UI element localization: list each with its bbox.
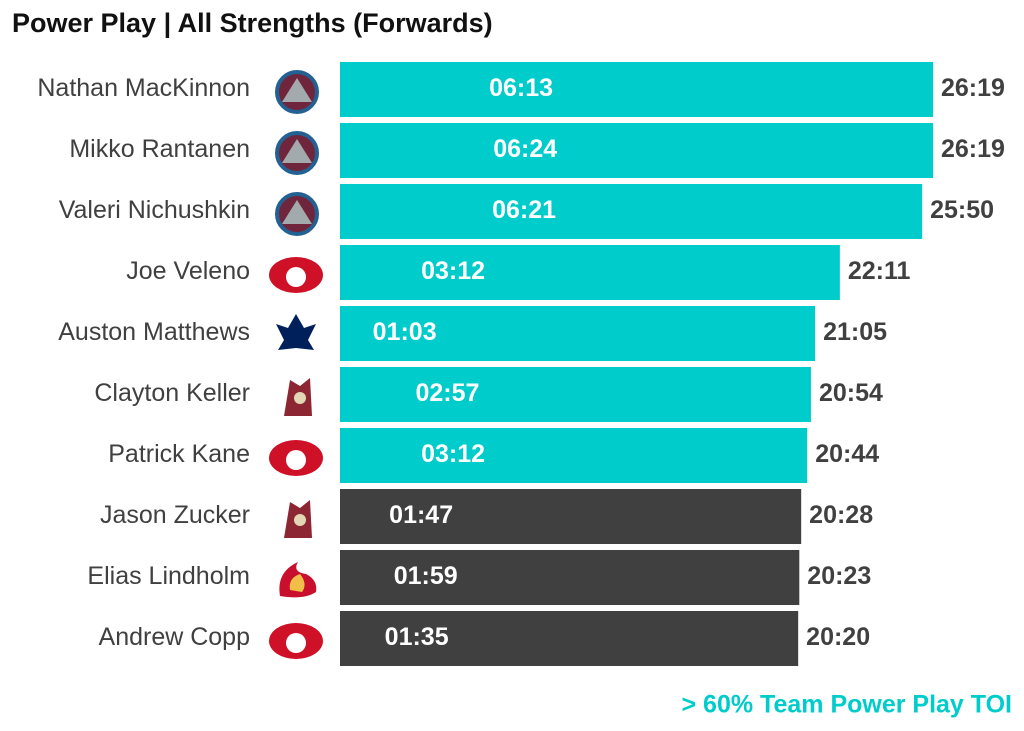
logo-red-wings xyxy=(269,440,323,476)
inner-value-label: 06:24 xyxy=(493,135,557,163)
annotation: > 60% Team Power Play TOI xyxy=(682,691,1012,719)
category-label: Auston Matthews xyxy=(58,318,250,346)
bar xyxy=(340,428,808,483)
category-label: Mikko Rantanen xyxy=(69,135,250,163)
category-label: Joe Veleno xyxy=(126,257,250,285)
logo-red-wings xyxy=(269,257,323,293)
bar xyxy=(340,123,933,178)
value-label: 21:05 xyxy=(823,318,887,346)
logo-red-wings xyxy=(269,623,323,659)
inner-value-label: 01:03 xyxy=(373,318,437,346)
category-label: Jason Zucker xyxy=(100,501,250,529)
bar xyxy=(340,550,800,605)
value-label: 20:54 xyxy=(819,379,883,407)
value-label: 22:11 xyxy=(848,257,911,285)
value-label: 20:44 xyxy=(815,440,879,468)
value-label: 20:20 xyxy=(806,623,870,651)
inner-value-label: 03:12 xyxy=(421,440,485,468)
category-label: Patrick Kane xyxy=(108,440,250,468)
inner-value-label: 02:57 xyxy=(415,379,479,407)
logo-avalanche xyxy=(275,192,319,236)
category-label: Elias Lindholm xyxy=(87,562,250,590)
logo-maple-leafs xyxy=(276,314,316,350)
inner-value-label: 01:35 xyxy=(385,623,449,651)
value-label: 26:19 xyxy=(941,135,1005,163)
bar xyxy=(340,245,840,300)
value-label: 26:19 xyxy=(941,74,1005,102)
value-label: 25:50 xyxy=(930,196,994,224)
bar xyxy=(340,62,933,117)
logo-coyotes xyxy=(284,378,312,416)
category-label: Valeri Nichushkin xyxy=(59,196,250,224)
inner-value-label: 01:59 xyxy=(394,562,458,590)
logo-avalanche xyxy=(275,131,319,175)
bar xyxy=(340,489,802,544)
category-label: Nathan MacKinnon xyxy=(37,74,250,102)
inner-value-label: 01:47 xyxy=(389,501,453,529)
inner-value-label: 06:21 xyxy=(492,196,556,224)
logo-avalanche xyxy=(275,70,319,114)
team-logos xyxy=(269,70,323,659)
inner-value-label: 06:13 xyxy=(489,74,553,102)
bar xyxy=(340,611,799,666)
value-label: 20:28 xyxy=(809,501,873,529)
category-label: Clayton Keller xyxy=(94,379,250,407)
bar xyxy=(340,367,811,422)
chart-title: Power Play | All Strengths (Forwards) xyxy=(12,8,493,38)
inner-value-label: 03:12 xyxy=(421,257,485,285)
logo-coyotes xyxy=(284,500,312,538)
bar xyxy=(340,306,816,361)
logo-flames xyxy=(279,562,317,598)
category-label: Andrew Copp xyxy=(99,623,250,651)
value-label: 20:23 xyxy=(807,562,871,590)
bar xyxy=(340,184,923,239)
